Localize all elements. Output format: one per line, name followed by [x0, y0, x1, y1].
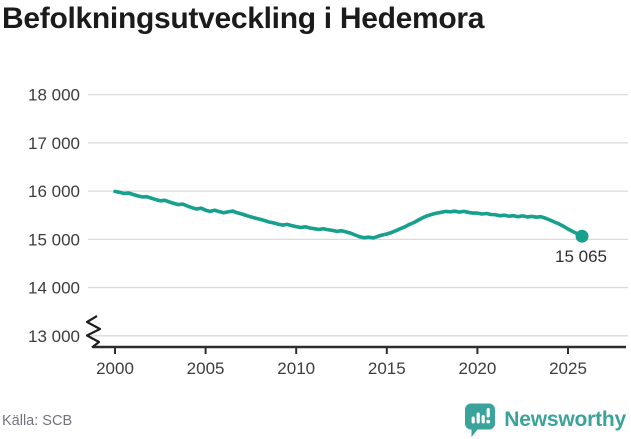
y-axis-tick-label: 14 000: [28, 279, 80, 298]
y-axis-tick-label: 15 000: [28, 230, 80, 249]
gridlines: [88, 94, 628, 337]
x-axis-ticks: [114, 347, 569, 354]
newsworthy-badge-icon: [465, 403, 496, 437]
y-axis-tick-label: 17 000: [28, 134, 80, 153]
bar-icon: [481, 415, 486, 424]
y-axis-tick-label: 13 000: [28, 327, 80, 346]
newsworthy-logo[interactable]: Newsworthy: [464, 402, 626, 438]
bar-icon: [476, 412, 481, 424]
bar-icon: [471, 416, 476, 424]
x-axis-tick-label: 2015: [368, 359, 406, 378]
exclamation-bar-icon: [486, 408, 491, 418]
population-series-line: [113, 189, 584, 240]
x-axis-tick-label: 2000: [96, 359, 134, 378]
x-axis-tick-label: 2025: [549, 359, 587, 378]
brand-name: Newsworthy: [504, 408, 626, 431]
y-axis-tick-labels: 18 000 17 000 16 000 15 000 14 000 13 000: [28, 86, 80, 346]
badge-background: [465, 403, 496, 437]
x-axis-tick-label: 2010: [277, 359, 315, 378]
end-value-label: 15 065: [555, 247, 607, 266]
population-line-chart: 18 000 17 000 16 000 15 000 14 000 13 000 200…: [28, 86, 628, 378]
exclamation-dot-icon: [486, 419, 491, 424]
axis-break-icon: [85, 315, 102, 349]
y-axis-tick-label: 16 000: [28, 182, 80, 201]
x-axis-tick-labels: 2000 2005 2010 2015 2020 2025: [96, 359, 587, 378]
source-label: Källa: SCB: [2, 413, 73, 429]
x-axis-tick-label: 2005: [187, 359, 225, 378]
y-axis-tick-label: 18 000: [28, 86, 80, 105]
x-axis-tick-label: 2020: [458, 359, 496, 378]
series-end-dot: [575, 229, 589, 243]
chart-title: Befolkningsutveckling i Hedemora: [2, 2, 485, 35]
